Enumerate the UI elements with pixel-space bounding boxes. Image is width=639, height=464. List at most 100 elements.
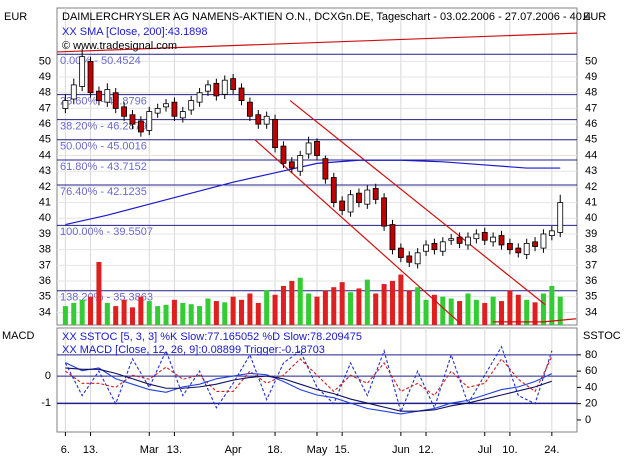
indicator-line	[65, 367, 553, 412]
y-tick-label: 44	[39, 149, 51, 161]
volume-bar	[549, 285, 555, 325]
volume-bar	[389, 280, 395, 325]
volume-bar	[255, 302, 261, 325]
volume-bar	[356, 288, 362, 325]
candle-body	[481, 232, 488, 241]
candle-body	[87, 60, 94, 94]
candle-body	[406, 255, 413, 263]
candle-body	[230, 78, 237, 91]
candle-body	[339, 200, 346, 211]
volume-bar	[213, 301, 219, 325]
fib-label: 38.20% - 46.2879	[60, 121, 147, 133]
y-tick-label: 49	[39, 71, 51, 83]
candle-body	[272, 119, 278, 149]
y-tick-label: 47	[39, 102, 51, 114]
candle-body	[196, 92, 203, 103]
y-tick-label: 37	[585, 259, 597, 271]
candle-body	[372, 188, 379, 200]
candle-body	[255, 114, 262, 125]
volume-bar	[423, 299, 429, 325]
x-tick-label: 13.	[83, 444, 98, 456]
y2-tick-label: 60	[585, 365, 597, 377]
y-tick-label: 50	[39, 55, 51, 67]
fib-label: 76.40% - 42.1235	[60, 186, 147, 198]
volume-bar	[482, 302, 488, 325]
volume-bar	[364, 279, 370, 325]
x-tick-label: Jul	[478, 444, 492, 456]
y-tick-label: 36	[585, 275, 597, 287]
stoch-axis-label: SSTOC	[583, 330, 621, 342]
candle-body	[70, 84, 77, 100]
y2-tick-label: 80	[585, 349, 597, 361]
candle-body	[389, 224, 396, 251]
candle-body	[246, 101, 253, 117]
candle-body	[280, 145, 287, 164]
volume-bar	[348, 292, 354, 325]
trendline	[289, 100, 546, 306]
trendline	[254, 139, 461, 324]
fib-label: 23.60% - 47.8796	[60, 96, 147, 108]
candle-body	[506, 242, 513, 251]
volume-bar	[79, 299, 85, 325]
volume-bar	[272, 294, 278, 325]
candle-body	[205, 84, 211, 92]
candle-body	[498, 235, 505, 246]
x-tick-label: 18.	[267, 444, 282, 456]
y2-tick-label: 20	[585, 398, 597, 410]
y-tick-label: 38	[39, 244, 51, 256]
candle-body	[397, 247, 404, 258]
volume-bar	[171, 299, 177, 325]
y-tick-label: 46	[39, 118, 51, 130]
volume-bar	[289, 280, 295, 325]
candle-body	[431, 242, 438, 251]
candle-body	[79, 56, 86, 87]
candle-body	[423, 244, 429, 252]
y-tick-label: 37	[39, 259, 51, 271]
volume-bar	[373, 293, 379, 325]
fib-label: 0.00% - 50.4524	[60, 55, 141, 67]
volume-bar	[431, 294, 437, 325]
candle-body	[347, 194, 354, 213]
volume-bar	[322, 290, 328, 325]
candle-body	[221, 79, 228, 95]
volume-bar	[297, 277, 303, 325]
candle-body	[448, 238, 455, 241]
candle-body	[163, 103, 169, 108]
volume-bar	[104, 302, 110, 325]
y-tick-label: 39	[585, 228, 597, 240]
candle-body	[154, 108, 161, 114]
volume-bar	[557, 296, 563, 325]
y2-tick-label: 40	[585, 381, 597, 393]
candle-body	[129, 114, 136, 125]
currency-right: EUR	[583, 11, 606, 23]
candle-body	[179, 111, 186, 119]
volume-bar	[239, 299, 245, 325]
candle-body	[96, 90, 102, 101]
y-tick-label: 43	[39, 165, 51, 177]
y-tick-label: 41	[585, 197, 597, 209]
volume-bar	[440, 296, 446, 325]
candle-body	[238, 87, 245, 101]
volume-bar	[146, 301, 152, 325]
candle-body	[364, 189, 371, 205]
candle-body	[439, 241, 446, 252]
volume-bar	[457, 301, 463, 325]
y-tick-label: 0	[45, 370, 51, 382]
volume-bar	[71, 302, 77, 325]
candle-body	[532, 241, 538, 247]
candle-body	[305, 142, 312, 155]
copyright: © www.tradesignal.com	[62, 40, 177, 52]
y-tick-label: 42	[585, 181, 597, 193]
volume-bar	[113, 306, 119, 325]
volume-bar	[331, 287, 337, 325]
y-tick-label: 34	[585, 306, 597, 318]
stoch-label: XX SSTOC [5, 3, 3] %K Slow:77.165052 %D …	[62, 331, 362, 343]
candle-body	[314, 140, 320, 156]
volume-bar	[96, 262, 102, 325]
volume-bar	[88, 296, 94, 325]
candle-body	[263, 115, 270, 125]
y-tick-label: 39	[39, 228, 51, 240]
candle-body	[548, 230, 555, 236]
